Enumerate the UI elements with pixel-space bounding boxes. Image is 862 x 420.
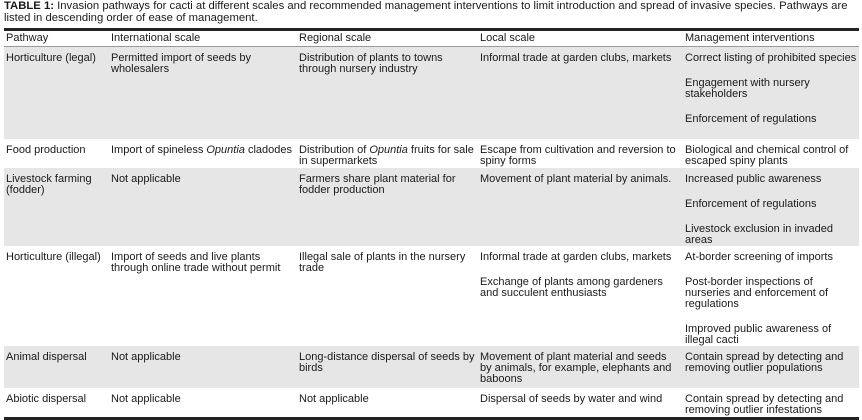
management-item: Improved public awareness of illegal cac…: [685, 323, 832, 346]
management-cell: At-border screening of imports Post-bord…: [683, 246, 859, 346]
management-item: At-border screening of imports: [685, 251, 833, 263]
regional-cell: Distribution of plants to towns through …: [299, 52, 443, 75]
text: cladodes: [244, 144, 292, 156]
international-cell: Import of seeds and live plants through …: [111, 251, 281, 274]
caption-text: Invasion pathways for cacti at different…: [4, 0, 848, 24]
international-cell: Not applicable: [111, 351, 181, 363]
international-cell: Import of spineless Opuntia cladodes: [109, 139, 297, 168]
pathway-cell: Horticulture (legal): [6, 52, 96, 64]
management-cell: Correct listing of prohibited species En…: [683, 47, 859, 140]
local-cell: Movement of plant material and seeds by …: [480, 351, 672, 385]
pathway-cell: Food production: [6, 144, 86, 156]
local-item: Exchange of plants among gardeners and s…: [480, 276, 663, 299]
local-cell: Dispersal of seeds by water and wind: [480, 393, 663, 405]
management-item: Enforcement of regulations: [685, 198, 817, 210]
text: Distribution of: [299, 144, 370, 156]
management-cell: Increased public awareness Enforcement o…: [683, 168, 859, 246]
management-item: Increased public awareness: [685, 173, 822, 185]
local-cell: Informal trade at garden clubs, markets: [478, 47, 683, 140]
species-name: Opuntia: [369, 144, 408, 156]
management-item: Engagement with nursery stakeholders: [685, 77, 810, 100]
table-row: Food production Import of spineless Opun…: [4, 139, 859, 168]
caption-label: TABLE 1:: [4, 0, 54, 12]
header-pathway: Pathway: [6, 32, 49, 44]
management-item: Correct listing of prohibited species: [685, 52, 857, 64]
local-cell: Movement of plant material by animals.: [480, 173, 672, 185]
international-cell: Permitted import of seeds by wholesalers: [111, 52, 252, 75]
species-name: Opuntia: [206, 144, 245, 156]
text: fruits for sale in supermarkets: [299, 144, 474, 167]
management-cell: Contain spread by detecting and removing…: [685, 351, 844, 374]
header-management: Management interventions: [685, 32, 815, 44]
table-row: Abiotic dispersal Not applicable Not app…: [4, 388, 859, 418]
header-international: International scale: [111, 32, 201, 44]
management-cell: Contain spread by detecting and removing…: [685, 393, 844, 416]
management-item: Post-border inspections of nurseries and…: [685, 276, 829, 310]
invasion-pathways-table: Pathway International scale Regional sca…: [4, 28, 859, 420]
table-row: Animal dispersal Not applicable Long-dis…: [4, 346, 859, 388]
pathway-cell: Livestock farming (fodder): [6, 173, 92, 196]
pathway-cell: Horticulture (illegal): [6, 251, 101, 263]
table-row: Livestock farming (fodder) Not applicabl…: [4, 168, 859, 246]
table-row: Horticulture (illegal) Import of seeds a…: [4, 246, 859, 346]
header-row: Pathway International scale Regional sca…: [4, 29, 859, 47]
pathway-cell: Animal dispersal: [6, 351, 87, 363]
management-item: Enforcement of regulations: [685, 113, 817, 125]
regional-cell: Long-distance dispersal of seeds by bird…: [299, 351, 475, 374]
management-item: Livestock exclusion in invaded areas: [685, 223, 833, 246]
regional-cell: Not applicable: [299, 393, 369, 405]
pathway-cell: Abiotic dispersal: [6, 393, 87, 405]
header-regional: Regional scale: [299, 32, 372, 44]
international-cell: Not applicable: [111, 393, 181, 405]
local-cell: Informal trade at garden clubs, markets …: [478, 246, 683, 346]
table-caption: TABLE 1: Invasion pathways for cacti at …: [4, 0, 860, 24]
local-item: Informal trade at garden clubs, markets: [480, 52, 672, 64]
regional-cell: Illegal sale of plants in the nursery tr…: [299, 251, 466, 274]
table-row: Horticulture (legal) Permitted import of…: [4, 46, 859, 140]
local-item: Informal trade at garden clubs, markets: [480, 251, 672, 263]
international-cell: Not applicable: [111, 173, 181, 185]
management-cell: Biological and chemical control of escap…: [685, 144, 849, 167]
header-local: Local scale: [480, 32, 536, 44]
regional-cell: Farmers share plant material for fodder …: [299, 173, 456, 196]
regional-cell: Distribution of Opuntia fruits for sale …: [297, 139, 478, 168]
text: Import of spineless: [111, 144, 207, 156]
local-cell: Escape from cultivation and reversion to…: [480, 144, 676, 167]
